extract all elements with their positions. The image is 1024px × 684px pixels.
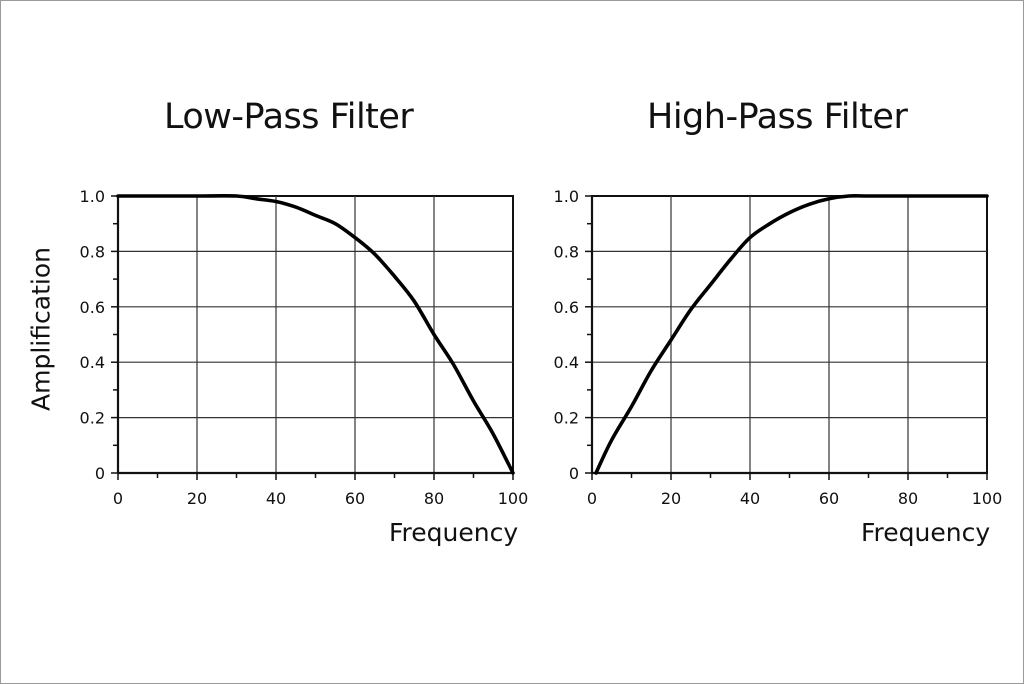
high-pass-y-tick-label: 0.4 <box>554 353 579 372</box>
low-pass-x-tick-label: 20 <box>187 489 207 508</box>
low-pass-x-tick-label: 80 <box>424 489 444 508</box>
high-pass-x-tick-label: 20 <box>661 489 681 508</box>
low-pass-y-tick-label: 0.6 <box>80 298 105 317</box>
high-pass-x-tick-label: 40 <box>740 489 760 508</box>
high-pass-y-tick-label: 1.0 <box>554 187 579 206</box>
high-pass-plot-frame <box>591 195 988 474</box>
high-pass-x-tick-label: 80 <box>898 489 918 508</box>
high-pass-x-tick-label: 0 <box>587 489 597 508</box>
high-pass-x-axis-label: Frequency <box>861 518 991 547</box>
high-pass-x-tick-label: 60 <box>819 489 839 508</box>
low-pass-y-tick-label: 0.2 <box>80 409 105 428</box>
low-pass-x-tick-label: 0 <box>113 489 123 508</box>
low-pass-x-tick-label: 40 <box>266 489 286 508</box>
low-pass-x-axis-label: Frequency <box>389 518 519 547</box>
high-pass-y-tick-label: 0.8 <box>554 242 579 261</box>
low-pass-x-tick-label: 60 <box>345 489 365 508</box>
high-pass-title: High-Pass Filter <box>647 97 908 137</box>
low-pass-y-tick-label: 1.0 <box>80 187 105 206</box>
high-pass-y-tick-label: 0.2 <box>554 409 579 428</box>
high-pass-series-line-0 <box>594 193 989 475</box>
high-pass-y-tick-label: 0 <box>569 464 579 483</box>
high-pass-y-tick-label: 0.6 <box>554 298 579 317</box>
low-pass-x-tick-label: 100 <box>498 489 529 508</box>
low-pass-series-line-0 <box>116 193 515 475</box>
low-pass-y-tick-label: 0.8 <box>80 242 105 261</box>
low-pass-y-tick-label: 0.4 <box>80 353 105 372</box>
low-pass-y-tick-label: 0 <box>95 464 105 483</box>
low-pass-title: Low-Pass Filter <box>164 97 414 137</box>
high-pass-x-tick-label: 100 <box>972 489 1003 508</box>
